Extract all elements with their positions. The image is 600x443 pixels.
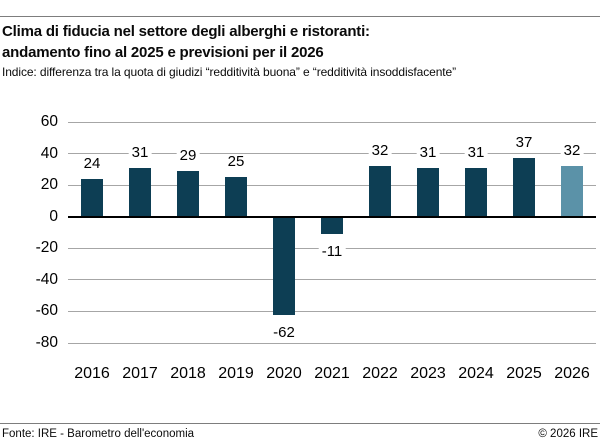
gridline — [68, 121, 596, 123]
x-tick-label-2019: 2019 — [218, 365, 254, 382]
bar-2023 — [417, 167, 439, 217]
x-tick-label-2024: 2024 — [458, 365, 494, 382]
x-tick-label-2021: 2021 — [314, 365, 350, 382]
source-note: Fonte: IRE - Barometro dell'economia — [2, 428, 195, 440]
x-tick-label-2025: 2025 — [506, 365, 542, 382]
bar-2018 — [177, 170, 199, 217]
x-tick-label-2017: 2017 — [122, 365, 158, 382]
bar-2016 — [81, 178, 103, 217]
gridline — [68, 184, 596, 186]
x-tick-label-2022: 2022 — [362, 365, 398, 382]
bar-2020 — [273, 216, 295, 315]
y-tick-label: 0 — [49, 207, 58, 225]
bar-value-label: -11 — [318, 244, 346, 260]
chart-subtitle: Indice: differenza tra la quota di giudi… — [2, 65, 456, 79]
gridline — [68, 153, 596, 155]
bar-value-label: 37 — [512, 135, 536, 151]
bar-chart: 60 40 20 0 -20 -40 -60 -80 24 31 29 25 -62 -11 32 31 31… — [0, 114, 600, 392]
y-tick-label: -80 — [35, 334, 58, 351]
gridline — [68, 310, 596, 312]
y-tick-label: -20 — [35, 239, 58, 257]
bar-value-label: 32 — [560, 143, 584, 159]
bar-2021 — [321, 216, 343, 235]
copyright-note: © 2026 IRE — [538, 428, 598, 440]
y-tick-label: -60 — [35, 302, 58, 320]
x-tick-label-2016: 2016 — [74, 365, 110, 382]
top-divider — [0, 16, 600, 17]
x-tick-label-2018: 2018 — [170, 365, 206, 382]
y-axis-labels: 60 40 20 0 -20 -40 -60 -80 — [0, 114, 58, 351]
gridline — [68, 342, 596, 344]
bar-value-label: 29 — [176, 147, 200, 163]
x-tick-label-2023: 2023 — [410, 365, 446, 382]
bar-2025 — [513, 158, 535, 217]
bar-2019 — [225, 177, 247, 217]
bar-value-label: 31 — [464, 144, 488, 160]
x-axis-labels: 2016 2017 2018 2019 2020 2021 2022 2023 2024 2025… — [68, 366, 596, 384]
footer-divider — [0, 423, 600, 424]
chart-title-line1: Clima di fiducia nel settore degli alber… — [2, 23, 370, 40]
gridline — [68, 279, 596, 281]
bar-value-label: 24 — [80, 155, 104, 171]
bar-2026 — [561, 166, 583, 217]
y-tick-label: 40 — [40, 144, 58, 162]
bar-value-label: -62 — [270, 324, 298, 340]
y-tick-label: 60 — [40, 113, 58, 130]
chart-title-line2: andamento fino al 2025 e previsioni per … — [2, 44, 324, 61]
x-tick-label-2020: 2020 — [266, 365, 302, 382]
y-tick-label: -40 — [35, 270, 58, 288]
bar-value-label: 32 — [368, 143, 392, 159]
bar-2017 — [129, 167, 151, 217]
x-tick-label-2026: 2026 — [554, 365, 590, 382]
bar-value-label: 31 — [416, 144, 440, 160]
chart-title: Clima di fiducia nel settore degli alber… — [2, 21, 370, 63]
bar-value-label: 31 — [128, 144, 152, 160]
bar-value-label: 25 — [224, 154, 248, 170]
y-tick-label: 20 — [40, 176, 58, 194]
plot-area: 24 31 29 25 -62 -11 32 31 31 37 32 — [68, 121, 596, 344]
bar-2024 — [465, 167, 487, 217]
zero-axis-line — [68, 215, 596, 218]
bar-2022 — [369, 166, 391, 217]
